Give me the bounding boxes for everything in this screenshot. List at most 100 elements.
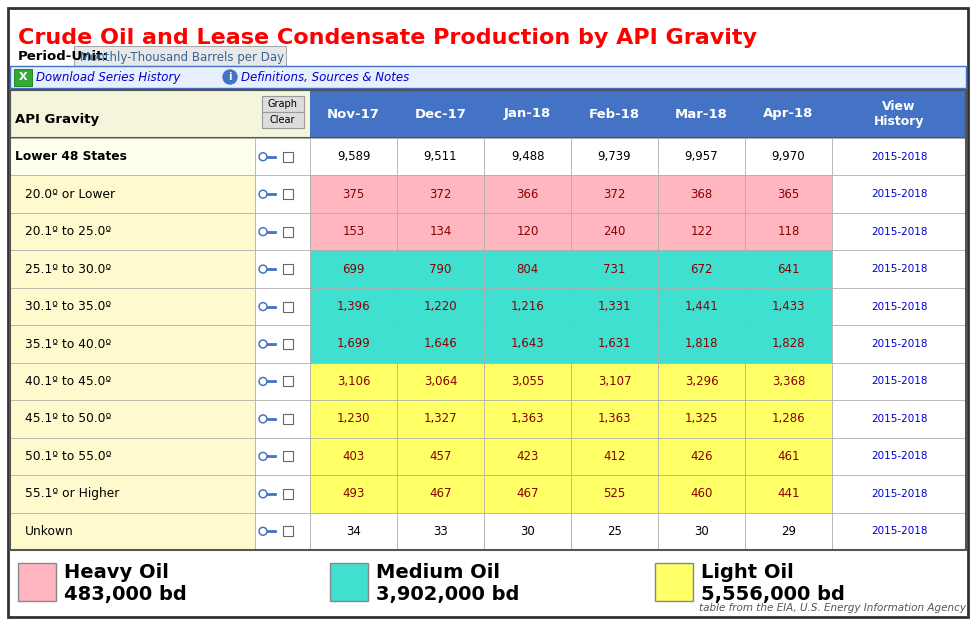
Text: 1,433: 1,433 xyxy=(772,300,805,313)
Text: Definitions, Sources & Notes: Definitions, Sources & Notes xyxy=(241,71,409,84)
FancyBboxPatch shape xyxy=(397,512,484,550)
Text: Light Oil: Light Oil xyxy=(701,563,793,582)
Text: 467: 467 xyxy=(429,488,452,501)
FancyBboxPatch shape xyxy=(310,138,397,176)
FancyBboxPatch shape xyxy=(283,526,293,536)
FancyBboxPatch shape xyxy=(255,438,310,475)
Text: 426: 426 xyxy=(690,450,712,463)
Text: 366: 366 xyxy=(516,188,539,201)
FancyBboxPatch shape xyxy=(484,325,571,362)
FancyBboxPatch shape xyxy=(10,176,255,213)
Text: 20.0º or Lower: 20.0º or Lower xyxy=(25,188,115,201)
FancyBboxPatch shape xyxy=(745,400,832,437)
FancyBboxPatch shape xyxy=(310,325,397,362)
FancyBboxPatch shape xyxy=(310,475,397,512)
FancyBboxPatch shape xyxy=(484,213,571,251)
Text: 375: 375 xyxy=(343,188,365,201)
Text: 372: 372 xyxy=(603,188,626,201)
FancyBboxPatch shape xyxy=(745,288,832,325)
Text: 118: 118 xyxy=(777,225,799,238)
FancyBboxPatch shape xyxy=(310,400,397,437)
Text: 461: 461 xyxy=(777,450,799,463)
FancyBboxPatch shape xyxy=(397,138,484,176)
Text: 483,000 bd: 483,000 bd xyxy=(64,585,186,604)
Text: 2015-2018: 2015-2018 xyxy=(871,301,927,311)
FancyBboxPatch shape xyxy=(255,325,310,362)
FancyBboxPatch shape xyxy=(397,362,484,400)
FancyBboxPatch shape xyxy=(832,176,966,213)
Text: 153: 153 xyxy=(343,225,365,238)
Text: Apr-18: Apr-18 xyxy=(763,107,814,121)
Text: 1,363: 1,363 xyxy=(597,412,631,426)
Text: Period-Unit:: Period-Unit: xyxy=(18,50,108,63)
Text: 2015-2018: 2015-2018 xyxy=(871,376,927,386)
Circle shape xyxy=(259,340,267,348)
Circle shape xyxy=(259,228,267,236)
Circle shape xyxy=(261,154,265,159)
FancyBboxPatch shape xyxy=(571,438,658,475)
Text: 1,441: 1,441 xyxy=(684,300,718,313)
Text: 372: 372 xyxy=(429,188,452,201)
Circle shape xyxy=(261,229,265,234)
Text: 525: 525 xyxy=(603,488,626,501)
FancyBboxPatch shape xyxy=(397,325,484,362)
Text: Medium Oil: Medium Oil xyxy=(376,563,500,582)
FancyBboxPatch shape xyxy=(10,138,255,176)
Text: 1,363: 1,363 xyxy=(510,412,545,426)
Circle shape xyxy=(261,267,265,272)
Text: 1,643: 1,643 xyxy=(510,338,545,351)
FancyBboxPatch shape xyxy=(571,288,658,325)
FancyBboxPatch shape xyxy=(658,438,745,475)
FancyBboxPatch shape xyxy=(255,400,310,437)
Text: 30.1º to 35.0º: 30.1º to 35.0º xyxy=(25,300,111,313)
FancyBboxPatch shape xyxy=(283,414,293,424)
FancyBboxPatch shape xyxy=(658,325,745,362)
FancyBboxPatch shape xyxy=(832,288,966,325)
Text: X: X xyxy=(19,72,27,82)
FancyBboxPatch shape xyxy=(283,264,293,274)
FancyBboxPatch shape xyxy=(658,288,745,325)
FancyBboxPatch shape xyxy=(484,138,571,176)
Circle shape xyxy=(261,454,265,459)
FancyBboxPatch shape xyxy=(255,176,310,213)
FancyBboxPatch shape xyxy=(10,362,255,400)
FancyBboxPatch shape xyxy=(484,512,571,550)
FancyBboxPatch shape xyxy=(832,475,966,512)
FancyBboxPatch shape xyxy=(10,213,255,251)
FancyBboxPatch shape xyxy=(832,213,966,251)
FancyBboxPatch shape xyxy=(571,400,658,437)
Text: 134: 134 xyxy=(429,225,452,238)
FancyBboxPatch shape xyxy=(255,475,310,512)
FancyBboxPatch shape xyxy=(10,66,966,88)
FancyBboxPatch shape xyxy=(14,69,32,86)
FancyBboxPatch shape xyxy=(255,138,310,176)
Text: 25: 25 xyxy=(607,525,622,538)
Text: 2015-2018: 2015-2018 xyxy=(871,489,927,499)
FancyBboxPatch shape xyxy=(832,362,966,400)
Text: 30: 30 xyxy=(694,525,709,538)
FancyBboxPatch shape xyxy=(74,46,286,66)
Text: 34: 34 xyxy=(346,525,361,538)
FancyBboxPatch shape xyxy=(255,251,310,288)
Text: 2015-2018: 2015-2018 xyxy=(871,414,927,424)
FancyBboxPatch shape xyxy=(658,475,745,512)
Text: 3,064: 3,064 xyxy=(424,375,457,388)
Text: Monthly-Thousand Barrels per Day: Monthly-Thousand Barrels per Day xyxy=(80,51,284,64)
Text: 423: 423 xyxy=(516,450,539,463)
Text: 3,296: 3,296 xyxy=(685,375,718,388)
FancyBboxPatch shape xyxy=(397,438,484,475)
Circle shape xyxy=(261,304,265,309)
Text: Heavy Oil: Heavy Oil xyxy=(64,563,169,582)
FancyBboxPatch shape xyxy=(310,90,966,138)
FancyBboxPatch shape xyxy=(310,251,397,288)
Text: 790: 790 xyxy=(429,262,452,276)
FancyBboxPatch shape xyxy=(310,362,397,400)
FancyBboxPatch shape xyxy=(397,288,484,325)
Text: 412: 412 xyxy=(603,450,626,463)
Text: 3,106: 3,106 xyxy=(337,375,370,388)
FancyBboxPatch shape xyxy=(658,251,745,288)
FancyBboxPatch shape xyxy=(255,288,310,325)
Text: API Gravity: API Gravity xyxy=(15,113,100,126)
FancyBboxPatch shape xyxy=(283,152,293,162)
Text: 2015-2018: 2015-2018 xyxy=(871,152,927,162)
